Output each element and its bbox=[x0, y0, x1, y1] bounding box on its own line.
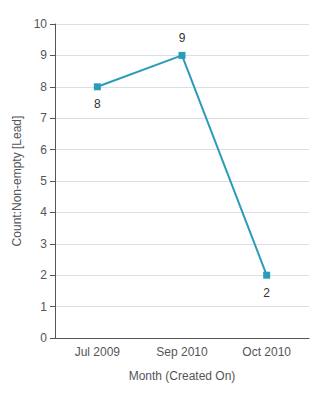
svg-text:Sep 2010: Sep 2010 bbox=[156, 345, 208, 359]
svg-text:0: 0 bbox=[40, 331, 47, 345]
svg-text:9: 9 bbox=[40, 48, 47, 62]
svg-text:7: 7 bbox=[40, 111, 47, 125]
svg-text:Oct 2010: Oct 2010 bbox=[242, 345, 291, 359]
svg-text:1: 1 bbox=[40, 300, 47, 314]
svg-text:10: 10 bbox=[34, 17, 48, 31]
svg-text:8: 8 bbox=[94, 97, 101, 111]
svg-text:Count:Non-empty [Lead]: Count:Non-empty [Lead] bbox=[10, 116, 24, 247]
svg-text:2: 2 bbox=[40, 268, 47, 282]
svg-text:Month (Created On): Month (Created On) bbox=[129, 369, 236, 383]
svg-text:3: 3 bbox=[40, 237, 47, 251]
svg-text:8: 8 bbox=[40, 80, 47, 94]
svg-text:6: 6 bbox=[40, 143, 47, 157]
svg-text:2: 2 bbox=[263, 286, 270, 300]
svg-text:9: 9 bbox=[179, 31, 186, 45]
svg-text:Jul 2009: Jul 2009 bbox=[75, 345, 121, 359]
svg-text:5: 5 bbox=[40, 174, 47, 188]
svg-text:4: 4 bbox=[40, 205, 47, 219]
